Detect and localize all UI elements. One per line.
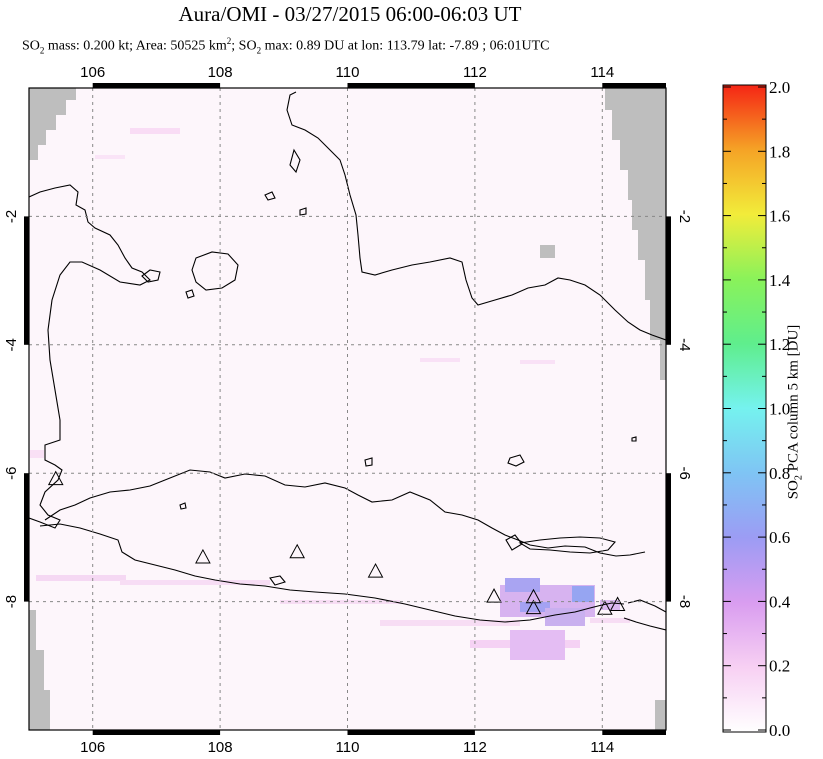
colorbar-title: SO2 PCA column 5 km [DU] — [786, 325, 805, 500]
colorbar-tick-label: 0.4 — [769, 592, 791, 611]
colorbar-tick-label: 0.0 — [769, 721, 790, 740]
colorbar-tick-label: 0.6 — [769, 528, 790, 547]
colorbar-tick-label: 1.6 — [769, 207, 790, 226]
colorbar-tick-label: 2.0 — [769, 78, 790, 97]
colorbar-tick-label: 1.4 — [769, 271, 791, 290]
colorbar-tick-label: 1.8 — [769, 142, 790, 161]
colorbar-tick-label: 0.2 — [769, 657, 790, 676]
